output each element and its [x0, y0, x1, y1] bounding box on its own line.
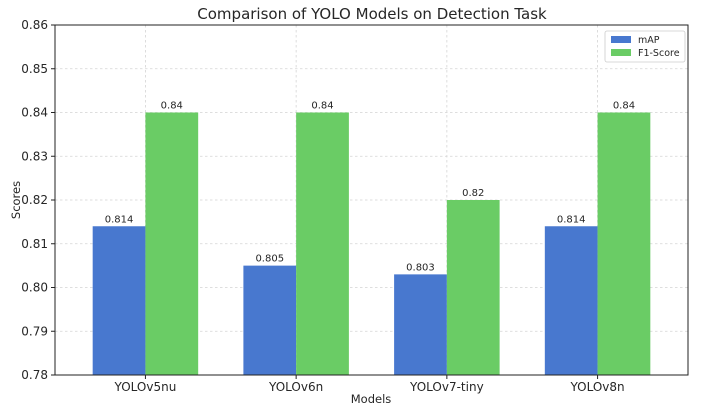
- bar-map: [394, 274, 447, 375]
- y-tick-label: 0.83: [21, 149, 48, 163]
- chart-title: Comparison of YOLO Models on Detection T…: [197, 5, 547, 23]
- bar-value-label: 0.803: [406, 262, 435, 273]
- bar-map: [243, 265, 297, 375]
- bar-f1-score: [597, 112, 651, 375]
- bar-value-label: 0.805: [255, 254, 284, 265]
- y-axis-title: Scores: [9, 181, 23, 219]
- legend-label-map: mAP: [638, 35, 660, 46]
- y-tick-label: 0.80: [21, 281, 48, 295]
- x-axis-title: Models: [351, 392, 392, 406]
- y-tick-label: 0.81: [21, 237, 48, 251]
- bar-value-label: 0.84: [613, 101, 635, 112]
- bar-value-label: 0.84: [311, 101, 333, 112]
- bar-value-label: 0.814: [557, 214, 586, 225]
- bar-value-label: 0.82: [462, 188, 484, 199]
- y-axis-ticks: 0.78 0.79 0.80 0.81 0.82 0.83 0.84 0.85 0.86: [21, 18, 55, 382]
- bars: [92, 112, 651, 375]
- bar-map: [544, 226, 598, 375]
- bar-map: [92, 226, 146, 375]
- y-tick-label: 0.85: [21, 62, 48, 76]
- bar-value-label: 0.814: [105, 214, 134, 225]
- x-tick-label: YOLOv8n: [569, 380, 624, 394]
- bar-f1-score: [446, 200, 500, 375]
- x-tick-label: YOLOv6n: [268, 380, 323, 394]
- y-tick-label: 0.78: [21, 368, 48, 382]
- bar-f1-score: [145, 112, 199, 375]
- legend: mAP F1-Score: [604, 30, 686, 63]
- x-tick-label: YOLOv7-tiny: [409, 380, 484, 394]
- y-tick-label: 0.86: [21, 18, 48, 32]
- y-tick-label: 0.84: [21, 106, 48, 120]
- bar-value-labels: 0.814 0.805 0.803 0.814 0.84 0.84 0.82 0.84: [105, 101, 635, 274]
- y-tick-label: 0.82: [21, 193, 48, 207]
- legend-swatch-map: [611, 36, 631, 43]
- x-axis-ticks: YOLOv5nu YOLOv6n YOLOv7-tiny YOLOv8n: [114, 375, 625, 394]
- bar-value-label: 0.84: [161, 101, 183, 112]
- x-tick-label: YOLOv5nu: [114, 380, 177, 394]
- legend-label-f1-score: F1-Score: [638, 48, 680, 59]
- legend-swatch-f1-score: [611, 49, 631, 56]
- bar-f1-score: [296, 112, 349, 375]
- y-tick-label: 0.79: [21, 324, 48, 338]
